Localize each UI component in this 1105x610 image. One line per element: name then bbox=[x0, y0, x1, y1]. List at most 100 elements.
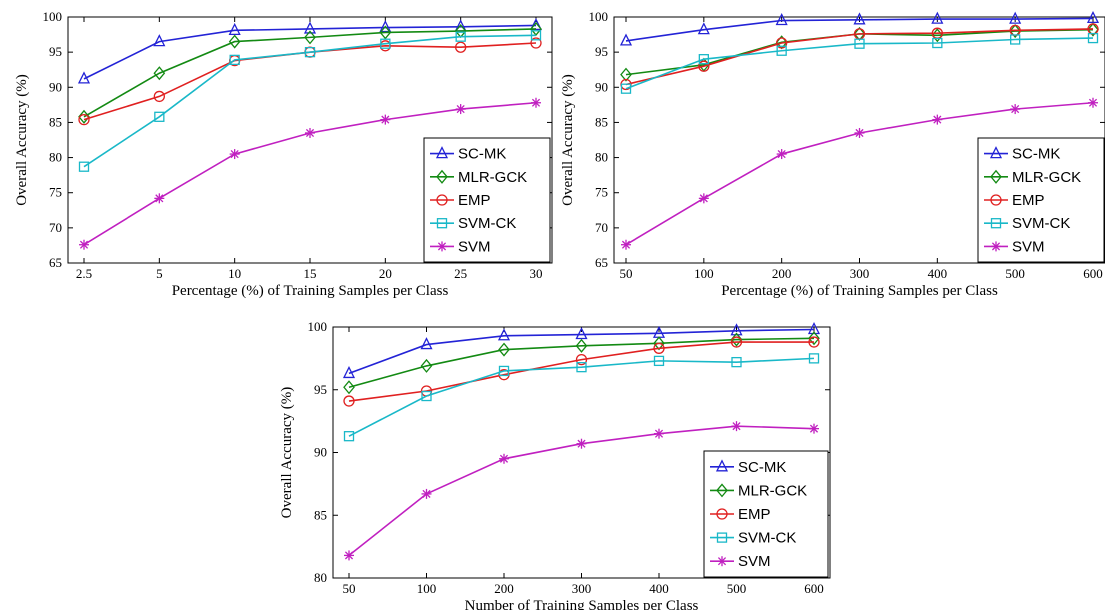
series-mlr-gck bbox=[343, 331, 820, 395]
y-tick-label: 90 bbox=[595, 79, 608, 94]
y-tick-label: 100 bbox=[589, 9, 609, 24]
y-tick-label: 80 bbox=[595, 150, 608, 165]
data-point bbox=[575, 338, 588, 353]
series-svm bbox=[621, 97, 1098, 250]
y-tick-label: 95 bbox=[595, 44, 608, 59]
x-tick-label: 600 bbox=[1083, 266, 1103, 281]
legend-marker bbox=[990, 218, 1002, 229]
x-axis-title: Percentage (%) of Training Samples per C… bbox=[721, 283, 998, 299]
data-point bbox=[228, 22, 241, 36]
chart-2: 65 70 75 80 85 90 95 100 50 100 200 300 400 500 600 Per… bbox=[560, 9, 1105, 299]
legend-marker bbox=[436, 218, 448, 229]
legend-label: EMP bbox=[1012, 192, 1045, 209]
legend-marker bbox=[717, 556, 727, 567]
legend-label: SC-MK bbox=[738, 459, 786, 476]
data-point bbox=[853, 26, 866, 41]
y-tick-label: 100 bbox=[308, 319, 328, 334]
legend-marker bbox=[436, 194, 448, 206]
data-point bbox=[620, 83, 632, 94]
data-point bbox=[455, 104, 466, 115]
x-tick-label: 50 bbox=[620, 266, 633, 281]
data-point bbox=[455, 31, 466, 42]
legend-marker bbox=[716, 508, 728, 520]
legend-label: MLR-GCK bbox=[738, 482, 807, 499]
x-tick-label: 500 bbox=[1005, 266, 1025, 281]
data-point bbox=[342, 365, 356, 379]
data-point bbox=[79, 239, 89, 250]
data-point bbox=[932, 37, 943, 49]
data-point bbox=[808, 331, 820, 346]
data-point bbox=[698, 60, 710, 72]
legend-marker bbox=[716, 483, 728, 498]
data-point bbox=[530, 30, 542, 41]
series-line bbox=[625, 28, 1094, 86]
data-point bbox=[619, 33, 633, 46]
data-point bbox=[229, 54, 240, 66]
legend-label: SC-MK bbox=[458, 146, 506, 163]
data-point bbox=[1086, 10, 1100, 24]
data-point bbox=[344, 550, 354, 561]
series-line bbox=[83, 28, 537, 118]
data-point bbox=[653, 336, 665, 351]
data-point bbox=[229, 149, 240, 160]
x-tick-label: 100 bbox=[694, 266, 714, 281]
x-tick-label: 30 bbox=[530, 266, 543, 281]
legend-marker bbox=[991, 241, 1001, 252]
x-tick-label: 10 bbox=[228, 266, 241, 281]
legend-marker bbox=[989, 146, 1003, 159]
data-point bbox=[303, 21, 317, 34]
chart-3: 80 85 90 95 100 50 100 200 300 400 500 600 Number of… bbox=[279, 319, 831, 610]
data-point bbox=[776, 45, 787, 56]
series-sc-mk bbox=[342, 322, 821, 379]
y-tick-label: 95 bbox=[314, 382, 327, 397]
x-tick-label: 15 bbox=[304, 266, 317, 281]
y-tick-label: 90 bbox=[314, 445, 327, 460]
series-line bbox=[625, 17, 1094, 42]
data-point bbox=[420, 358, 433, 373]
y-axis-title: Overall Accuracy (%) bbox=[279, 387, 295, 519]
legend-marker bbox=[990, 169, 1002, 184]
data-point bbox=[154, 193, 165, 204]
legend-marker bbox=[436, 169, 448, 184]
data-point bbox=[932, 114, 943, 125]
data-point bbox=[576, 438, 587, 449]
series-sc-mk bbox=[619, 10, 1100, 46]
x-tick-label: 50 bbox=[343, 581, 356, 596]
y-tick-label: 95 bbox=[49, 44, 62, 59]
y-tick-label: 80 bbox=[49, 150, 62, 165]
data-point bbox=[305, 127, 315, 138]
y-tick-label: 65 bbox=[49, 255, 62, 270]
legend-label: SVM bbox=[458, 238, 491, 255]
data-point bbox=[575, 327, 588, 340]
legend-label: MLR-GCK bbox=[458, 169, 527, 186]
data-point bbox=[420, 337, 433, 350]
x-tick-label: 200 bbox=[772, 266, 792, 281]
x-tick-label: 2.5 bbox=[76, 266, 92, 281]
series-line bbox=[348, 328, 815, 375]
data-point bbox=[498, 365, 510, 377]
y-tick-label: 85 bbox=[314, 507, 327, 522]
data-point bbox=[854, 38, 865, 49]
y-tick-label: 75 bbox=[49, 185, 62, 200]
x-tick-label: 400 bbox=[928, 266, 948, 281]
data-point bbox=[1009, 24, 1022, 39]
data-point bbox=[77, 71, 91, 84]
legend-marker bbox=[435, 146, 449, 159]
series-emp bbox=[78, 37, 542, 126]
data-point bbox=[304, 46, 316, 58]
data-point bbox=[575, 353, 588, 366]
legend: SC-MK MLR-GCK EMP SVM-CK SVM bbox=[423, 137, 551, 263]
x-tick-label: 300 bbox=[572, 581, 592, 596]
data-point bbox=[497, 328, 511, 341]
data-point bbox=[154, 111, 165, 122]
data-point bbox=[776, 149, 787, 160]
legend-marker bbox=[437, 241, 447, 252]
data-point bbox=[304, 30, 316, 45]
data-point bbox=[808, 336, 820, 348]
data-point bbox=[343, 380, 355, 395]
data-point bbox=[621, 239, 631, 250]
data-point bbox=[153, 66, 166, 81]
series-svm-ck bbox=[343, 353, 820, 442]
legend-label: EMP bbox=[458, 192, 491, 209]
data-point bbox=[78, 109, 90, 124]
